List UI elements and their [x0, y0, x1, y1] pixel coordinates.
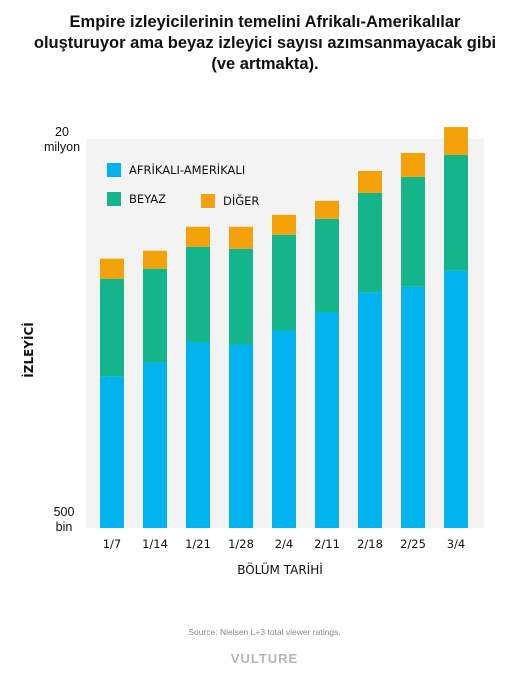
legend-item-african-american: AFRİKALI-AMERİKALI — [107, 163, 245, 177]
x-axis-label: BÖLÜM TARİHİ — [237, 563, 323, 577]
bar-african-american-1-14 — [143, 362, 167, 528]
x-tick-label: 1/21 — [185, 537, 211, 551]
bar-other-1-7 — [100, 258, 124, 279]
legend-swatch-african-american — [107, 163, 121, 177]
x-tick-label: 3/4 — [447, 537, 466, 551]
bar-white-2-18 — [358, 192, 382, 293]
bar-african-american-2-4 — [272, 330, 296, 528]
bar-african-american-2-11 — [315, 312, 339, 528]
legend-item-other: DİĞER — [201, 194, 259, 208]
bar-african-american-1-21 — [186, 342, 210, 528]
y-tick-top: 20 milyon — [40, 125, 84, 155]
legend-swatch-white — [107, 192, 121, 206]
x-tick-label: 1/14 — [142, 537, 168, 551]
bar-other-1-28 — [229, 226, 253, 249]
bar-other-2-11 — [315, 200, 339, 219]
x-tick-label: 1/28 — [228, 537, 254, 551]
bar-other-1-14 — [143, 250, 167, 269]
bar-white-1-21 — [186, 246, 210, 343]
x-tick-label: 2/4 — [275, 537, 294, 551]
bar-other-2-18 — [358, 170, 382, 193]
source-note: Source: Nielsen L+3 total viewer ratings… — [188, 627, 341, 637]
bar-white-1-7 — [100, 278, 124, 377]
bar-other-3-4 — [444, 127, 468, 155]
y-tick-bottom: 500 bin — [46, 505, 82, 535]
bar-white-1-14 — [143, 268, 167, 363]
bar-african-american-2-25 — [401, 286, 425, 528]
legend-label-white: BEYAZ — [129, 192, 167, 206]
brand-logo: VULTURE — [230, 651, 299, 666]
bar-african-american-2-18 — [358, 292, 382, 528]
chart-title: Empire izleyicilerinin temelini Afrikalı… — [33, 13, 497, 73]
bar-other-2-25 — [401, 152, 425, 177]
x-tick-label: 2/18 — [357, 537, 383, 551]
legend-item-white: BEYAZ — [107, 192, 166, 206]
bar-white-2-4 — [272, 234, 296, 331]
bar-other-1-21 — [186, 226, 210, 247]
bar-african-american-1-28 — [229, 344, 253, 528]
bar-white-2-11 — [315, 218, 339, 313]
bar-white-2-25 — [401, 176, 425, 287]
y-tick-bottom-value: 500 — [53, 505, 75, 519]
bar-african-american-1-7 — [100, 376, 124, 528]
y-tick-top-unit: milyon — [43, 140, 81, 154]
bar-african-american-3-4 — [444, 270, 468, 528]
x-tick-label: 1/7 — [103, 537, 122, 551]
legend-swatch-other — [201, 194, 215, 208]
bar-other-2-4 — [272, 214, 296, 235]
y-tick-top-value: 20 — [55, 125, 69, 139]
bar-white-3-4 — [444, 154, 468, 271]
bar-white-1-28 — [229, 248, 253, 345]
x-tick-label: 2/11 — [314, 537, 340, 551]
legend-label-other: DİĞER — [223, 194, 260, 208]
legend-label-african-american: AFRİKALI-AMERİKALI — [129, 163, 246, 177]
x-tick-label: 2/25 — [400, 537, 426, 551]
y-tick-bottom-unit: bin — [55, 520, 73, 534]
